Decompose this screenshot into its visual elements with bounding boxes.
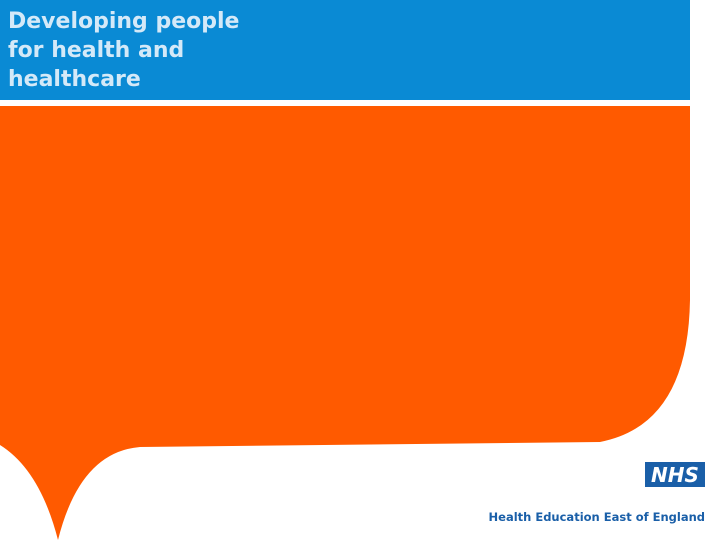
title-line: healthcare (8, 67, 141, 92)
organisation-name: Health Education East of England (489, 510, 705, 524)
logo-text: NHS (651, 463, 699, 487)
header-band (0, 0, 690, 100)
title-line: Developing people (8, 9, 239, 34)
title-line: for health and (8, 38, 184, 63)
speech-bubble (0, 106, 690, 540)
logo-box (645, 462, 705, 487)
